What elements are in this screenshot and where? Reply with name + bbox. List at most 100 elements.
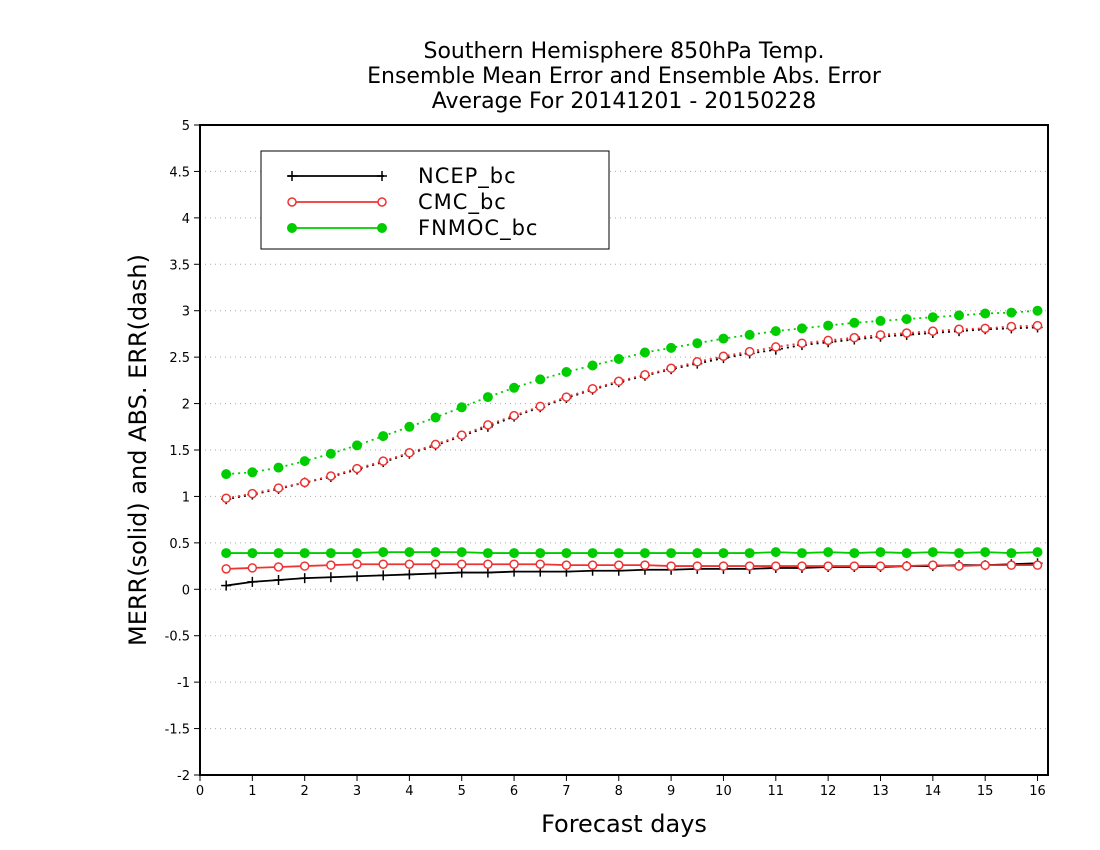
point-abs-fnmoc-bc: [430, 412, 441, 423]
y-tick-label: 2.5: [169, 351, 190, 366]
x-tick-label: 8: [615, 784, 623, 799]
y-tick-label: 3.5: [169, 258, 190, 273]
x-tick-label: 11: [768, 784, 785, 799]
point-mean-fnmoc-bc: [875, 547, 886, 558]
point-abs-cmc-bc: [640, 370, 650, 380]
point-mean-cmc-bc: [771, 561, 781, 571]
x-tick-label: 1: [248, 784, 256, 799]
x-tick-label: 15: [977, 784, 994, 799]
point-abs-fnmoc-bc: [744, 329, 755, 340]
series-fnmoc-bc: [221, 305, 1043, 559]
legend-label: NCEP_bc: [418, 164, 517, 189]
point-mean-cmc-bc: [1032, 560, 1043, 570]
point-mean-fnmoc-bc: [901, 548, 912, 559]
point-abs-cmc-bc: [1032, 320, 1043, 331]
point-mean-cmc-bc: [797, 561, 807, 571]
title-line-3: Average For 20141201 - 20150228: [432, 89, 817, 114]
point-abs-cmc-bc: [378, 456, 388, 466]
point-abs-cmc-bc: [247, 488, 258, 499]
point-mean-cmc-bc: [430, 559, 441, 569]
y-axis-label: MERR(solid) and ABS. ERR(dash): [124, 254, 152, 646]
point-mean-fnmoc-bc: [639, 548, 650, 559]
point-abs-cmc-bc: [561, 392, 572, 402]
point-mean-cmc-bc: [221, 564, 231, 574]
point-mean-fnmoc-bc: [273, 548, 284, 559]
x-tick-label: 2: [301, 784, 309, 799]
point-abs-cmc-bc: [299, 477, 310, 488]
point-mean-cmc-bc: [692, 561, 703, 571]
point-mean-cmc-bc: [535, 559, 545, 569]
series-line-abs-cmc-bc: [226, 324, 1038, 500]
point-abs-fnmoc-bc: [509, 382, 520, 393]
point-mean-fnmoc-bc: [352, 548, 363, 559]
point-abs-fnmoc-bc: [666, 342, 677, 353]
point-mean-fnmoc-bc: [561, 548, 572, 559]
point-abs-fnmoc-bc: [875, 315, 886, 326]
point-abs-fnmoc-bc: [770, 326, 781, 337]
point-abs-fnmoc-bc: [613, 354, 624, 364]
point-mean-cmc-bc: [1006, 560, 1017, 570]
point-mean-cmc-bc: [980, 560, 990, 570]
point-abs-cmc-bc: [326, 471, 336, 481]
point-abs-fnmoc-bc: [535, 374, 546, 385]
x-tick-label: 0: [196, 784, 204, 799]
y-tick-label: 4: [182, 212, 190, 227]
point-abs-cmc-bc: [430, 439, 441, 450]
point-mean-cmc-bc: [718, 561, 729, 571]
title-line-2: Ensemble Mean Error and Ensemble Abs. Er…: [367, 64, 882, 89]
point-mean-cmc-bc: [299, 561, 310, 571]
point-abs-cmc-bc: [456, 430, 467, 440]
point-abs-fnmoc-bc: [1006, 307, 1017, 318]
legend-entry-fnmoc-bc: FNMOC_bc: [287, 216, 537, 241]
point-abs-fnmoc-bc: [378, 431, 389, 442]
y-tick-label: 3: [182, 305, 190, 320]
point-abs-cmc-bc: [1006, 321, 1017, 332]
point-abs-fnmoc-bc: [482, 392, 493, 403]
point-mean-cmc-bc: [640, 560, 650, 570]
point-abs-cmc-bc: [587, 383, 598, 394]
point-abs-cmc-bc: [221, 493, 231, 504]
point-mean-cmc-bc: [326, 560, 336, 570]
point-mean-fnmoc-bc: [1032, 547, 1043, 558]
point-abs-cmc-bc: [744, 346, 755, 357]
point-mean-cmc-bc: [875, 561, 886, 571]
point-mean-ncep-bc: [430, 568, 441, 579]
point-mean-cmc-bc: [928, 560, 938, 570]
point-mean-ncep-bc: [404, 569, 415, 580]
point-abs-cmc-bc: [849, 332, 860, 343]
point-abs-fnmoc-bc: [849, 317, 860, 328]
point-mean-cmc-bc: [954, 561, 964, 571]
x-tick-label: 14: [925, 784, 942, 799]
x-axis-ticks: 0 1 2 3 4 5 6 7 8 9 10 11 12 13 14 15 16: [196, 775, 1046, 799]
point-mean-ncep-bc: [325, 572, 336, 583]
legend-marker-right: [377, 171, 387, 181]
point-abs-fnmoc-bc: [299, 456, 310, 467]
point-mean-cmc-bc: [849, 561, 860, 571]
point-mean-ncep-bc: [378, 570, 389, 581]
y-tick-label: -0.5: [165, 630, 190, 645]
point-mean-fnmoc-bc: [325, 548, 336, 559]
point-abs-fnmoc-bc: [273, 462, 284, 473]
x-tick-label: 4: [405, 784, 413, 799]
point-mean-fnmoc-bc: [509, 548, 520, 559]
legend-marker-right: [377, 197, 387, 207]
series-line-mean-fnmoc-bc: [226, 551, 1038, 554]
legend-marker-right: [377, 223, 387, 233]
point-abs-fnmoc-bc: [456, 402, 467, 413]
x-tick-label: 3: [353, 784, 361, 799]
point-abs-cmc-bc: [823, 335, 833, 346]
x-tick-label: 7: [562, 784, 570, 799]
point-mean-fnmoc-bc: [430, 547, 441, 558]
series-line-mean-cmc-bc: [226, 563, 1038, 570]
point-mean-fnmoc-bc: [980, 547, 991, 558]
point-mean-cmc-bc: [901, 561, 912, 571]
x-tick-label: 9: [667, 784, 675, 799]
point-mean-fnmoc-bc: [770, 547, 781, 558]
point-abs-fnmoc-bc: [325, 448, 336, 459]
y-tick-label: 5: [182, 119, 190, 134]
point-mean-cmc-bc: [404, 559, 415, 569]
point-abs-fnmoc-bc: [352, 440, 363, 451]
point-abs-cmc-bc: [771, 342, 781, 352]
point-abs-cmc-bc: [718, 351, 729, 361]
